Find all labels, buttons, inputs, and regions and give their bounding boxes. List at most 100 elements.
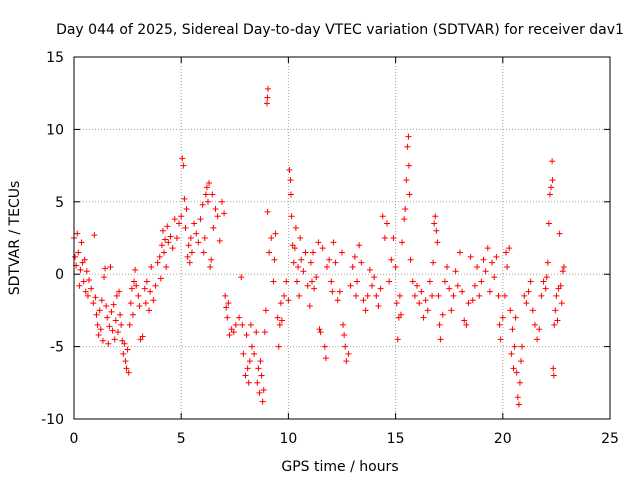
data-point	[416, 300, 423, 307]
y-tick-label: 0	[55, 267, 64, 283]
data-point	[549, 158, 556, 165]
data-point	[259, 398, 266, 405]
x-tick-label: 5	[177, 431, 186, 447]
data-point	[195, 239, 202, 246]
data-point	[546, 191, 553, 198]
data-point	[559, 268, 566, 275]
data-point	[182, 224, 189, 231]
data-point	[261, 329, 268, 336]
data-point	[432, 213, 439, 220]
data-point	[375, 303, 382, 310]
data-point	[307, 259, 314, 266]
data-point	[142, 300, 149, 307]
data-point	[266, 249, 273, 256]
data-point	[459, 288, 466, 295]
data-point	[173, 235, 180, 241]
data-point	[76, 282, 83, 289]
data-point	[437, 336, 444, 343]
data-point	[342, 343, 349, 350]
data-point	[396, 292, 403, 299]
data-point	[501, 292, 508, 299]
data-point	[118, 321, 125, 328]
data-point	[154, 259, 161, 266]
data-point	[418, 288, 425, 295]
data-point	[411, 292, 418, 299]
data-point	[341, 332, 348, 339]
data-point	[508, 350, 515, 357]
data-point	[135, 292, 142, 299]
data-point	[330, 239, 337, 246]
data-point	[356, 242, 363, 249]
data-point	[523, 300, 530, 307]
data-point	[497, 336, 504, 343]
data-point	[84, 292, 91, 299]
data-point	[147, 288, 154, 295]
x-tick-label: 10	[279, 431, 297, 447]
x-tick-label: 25	[601, 431, 619, 447]
data-points	[71, 85, 567, 408]
data-point	[128, 285, 135, 292]
data-point	[420, 314, 427, 321]
data-point	[268, 235, 275, 241]
data-point	[360, 297, 367, 304]
data-point	[226, 332, 233, 339]
data-point	[251, 350, 258, 357]
data-point	[176, 220, 183, 227]
data-point	[441, 278, 448, 285]
data-point	[179, 155, 186, 162]
data-point	[362, 307, 369, 314]
data-point	[285, 297, 292, 304]
data-point	[548, 184, 555, 191]
y-axis-label: SDTVAR / TECUs	[7, 181, 23, 296]
data-point	[256, 389, 263, 396]
data-point	[302, 249, 309, 256]
data-point	[386, 278, 393, 285]
data-point	[180, 162, 187, 169]
data-point	[373, 292, 380, 299]
data-point	[512, 314, 519, 321]
data-point	[207, 263, 214, 270]
data-point	[426, 278, 433, 285]
data-point	[369, 282, 376, 289]
data-point	[222, 292, 229, 299]
data-point	[232, 321, 239, 328]
data-point	[336, 288, 343, 295]
data-point	[556, 230, 563, 237]
data-point	[394, 336, 401, 343]
data-point	[181, 195, 188, 202]
data-point	[393, 300, 400, 307]
data-point	[164, 223, 171, 230]
data-point	[521, 292, 528, 299]
data-point	[255, 365, 262, 372]
data-point	[186, 259, 193, 266]
data-point	[482, 268, 489, 275]
data-point	[158, 242, 165, 249]
data-point	[439, 311, 446, 318]
data-point	[112, 317, 119, 324]
data-point	[392, 263, 399, 270]
data-point	[148, 263, 155, 270]
data-point	[97, 326, 104, 333]
data-point	[379, 213, 386, 220]
data-point	[163, 263, 170, 270]
y-tick-label: 10	[46, 122, 64, 138]
data-point	[345, 350, 352, 357]
data-point	[141, 285, 148, 292]
data-point	[114, 329, 121, 336]
data-point	[504, 263, 511, 270]
data-point	[248, 343, 255, 350]
data-point	[513, 369, 520, 376]
data-point	[434, 239, 441, 246]
data-point	[493, 253, 500, 260]
data-point	[212, 206, 219, 213]
data-point	[452, 268, 459, 275]
data-point	[264, 208, 271, 215]
data-point	[310, 249, 317, 256]
data-point	[557, 282, 564, 289]
chart-title: Day 044 of 2025, Sidereal Day-to-day VTE…	[56, 22, 624, 38]
data-point	[484, 245, 491, 252]
data-point	[448, 307, 455, 314]
data-point	[435, 292, 442, 299]
data-point	[339, 249, 345, 256]
